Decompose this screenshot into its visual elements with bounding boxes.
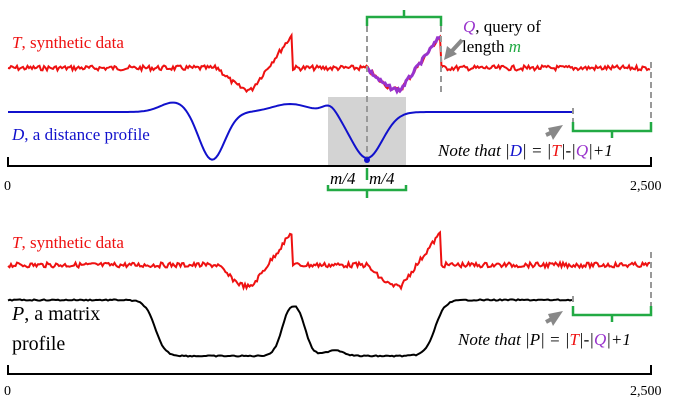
matrix-profile-label-line2: profile [12, 333, 65, 355]
distance-profile-label: D, a distance profile [11, 125, 150, 144]
window-right-label: m/4 [369, 169, 395, 188]
bottom-note: Note that |P| = |T|-|Q|+1 [457, 330, 631, 349]
query-arrow [449, 38, 464, 54]
top-note: Note that |D| = |T|-|Q|+1 [437, 141, 613, 160]
query-label-line1: Q, query of [463, 17, 541, 36]
bottom-axis-end-label: 2,500 [630, 384, 662, 399]
note-arrowhead-top [548, 125, 563, 140]
trailing-bracket-bottom [571, 306, 653, 322]
bottom-t-label: T, synthetic data [12, 233, 124, 252]
top-axis-end-label: 2,500 [630, 179, 662, 194]
exclusion-window-bracket [326, 168, 408, 198]
window-left-label: m/4 [330, 169, 356, 188]
matrix-profile-label-line1: P, a matrix [11, 303, 100, 325]
bottom-axis-start-label: 0 [4, 384, 11, 399]
distance-profile-series [8, 101, 572, 161]
matrix-profile-series [7, 298, 573, 358]
top-time-axis [7, 157, 652, 167]
bottom-time-axis [7, 365, 652, 375]
top-axis-start-label: 0 [4, 179, 11, 194]
bottom-synthetic-series [7, 230, 651, 291]
query-arrowhead [444, 46, 457, 60]
query-label-line2: length m [462, 37, 521, 56]
note-arrowhead-bottom [548, 311, 563, 326]
query-length-bracket [365, 10, 443, 26]
top-t-label: T, synthetic data [12, 33, 124, 52]
profile-minimum-marker [364, 157, 370, 163]
trailing-bracket-top [571, 122, 653, 138]
top-synthetic-series [7, 32, 651, 94]
query-subsequence [365, 35, 442, 95]
